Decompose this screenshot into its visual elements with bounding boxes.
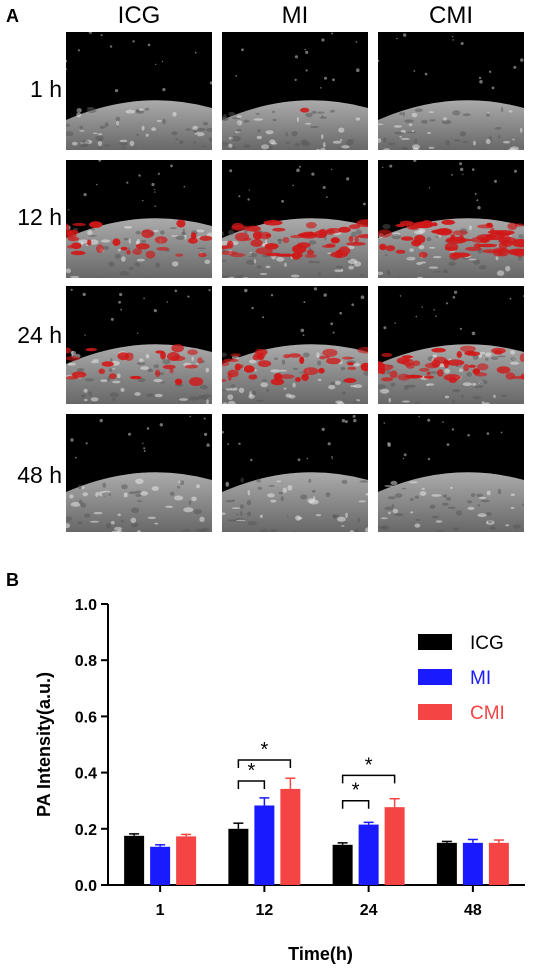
bar-icg-48 — [436, 842, 457, 885]
legend-swatch-icg — [418, 634, 452, 650]
y-tick-label: 1.0 — [75, 597, 97, 614]
bar-mi-1 — [150, 846, 171, 885]
pa-image-48h-cmi — [378, 414, 524, 532]
y-tick-label: 0.6 — [75, 709, 97, 726]
pa-image-24h-cmi — [378, 286, 524, 404]
significance-bracket — [237, 780, 266, 790]
legend-label-icg: ICG — [470, 633, 504, 654]
column-header-cmi: CMI — [429, 2, 473, 29]
significance-marker: * — [260, 739, 268, 761]
pa-image-48h-mi — [222, 414, 368, 532]
y-axis-title: PA Intensity(a.u.) — [34, 672, 54, 817]
row-label-24h: 24 h — [17, 322, 62, 348]
significance-bracket — [237, 759, 292, 768]
significance-marker: * — [247, 760, 255, 782]
x-tick-label: 48 — [464, 902, 482, 919]
pa-image-24h-mi — [222, 286, 368, 404]
bar-mi-24 — [358, 824, 379, 885]
bar-cmi-48 — [488, 842, 509, 885]
pa-intensity-bar-chart: B 0.0 0.2 0.4 0.6 0.8 1.0 PA Intensity(a.u.) Tim… — [6, 570, 525, 964]
bar-mi-12 — [254, 805, 275, 885]
bar-icg-12 — [228, 828, 249, 885]
pa-image-12h-cmi — [378, 160, 524, 278]
bar-icg-1 — [124, 835, 145, 885]
pa-image-48h-icg — [66, 414, 212, 532]
y-tick-label: 0.4 — [75, 766, 97, 783]
significance-bracket — [341, 774, 396, 784]
x-axis-title: Time(h) — [288, 944, 353, 964]
panel-b-label: B — [6, 570, 19, 590]
y-tick-label: 0.0 — [75, 878, 97, 895]
x-tick-label: 24 — [360, 902, 378, 919]
row-label-12h: 12 h — [17, 204, 62, 230]
row-label-1h: 1 h — [30, 76, 62, 102]
legend-swatch-mi — [418, 669, 452, 685]
row-label-48h: 48 h — [17, 462, 62, 488]
bar-cmi-24 — [384, 807, 405, 885]
y-tick-label: 0.2 — [75, 822, 97, 839]
bar-cmi-12 — [280, 788, 301, 885]
legend-label-cmi: CMI — [470, 703, 505, 724]
column-header-mi: MI — [281, 2, 309, 29]
pa-image-1h-icg — [66, 32, 212, 150]
pa-image-12h-icg — [66, 160, 212, 278]
y-tick-label: 0.8 — [75, 653, 97, 670]
bar-icg-24 — [332, 844, 353, 885]
bar-mi-48 — [462, 842, 483, 885]
legend-label-mi: MI — [470, 668, 491, 689]
legend-swatch-cmi — [418, 704, 452, 720]
pa-image-1h-mi — [222, 32, 368, 150]
pa-image-1h-cmi — [378, 32, 524, 150]
panel-a-label: A — [6, 6, 19, 26]
pa-image-12h-mi — [222, 160, 368, 278]
x-tick-label: 1 — [156, 902, 165, 919]
pa-image-24h-icg — [66, 286, 212, 404]
significance-bracket — [341, 799, 370, 809]
column-header-icg: ICG — [117, 2, 161, 29]
bar-cmi-1 — [176, 836, 197, 885]
x-tick-label: 12 — [255, 902, 273, 919]
significance-marker: * — [352, 780, 360, 802]
significance-marker: * — [365, 754, 373, 776]
